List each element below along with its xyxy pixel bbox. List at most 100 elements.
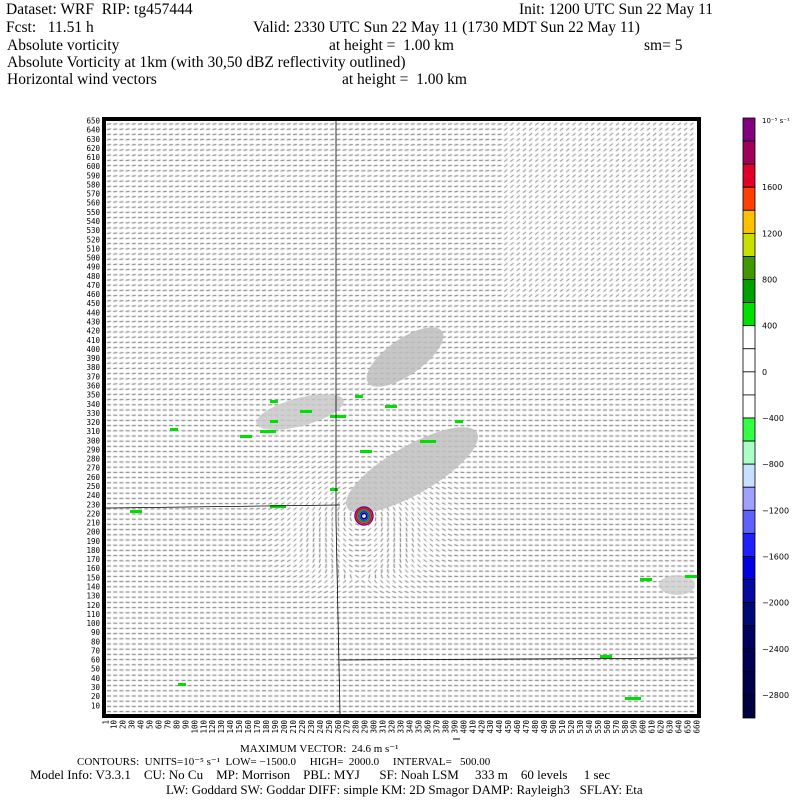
x-tick-label: 320	[388, 720, 397, 734]
positive-vorticity-patch	[385, 405, 397, 408]
x-tick-label: 190	[271, 720, 280, 734]
colorbar-swatch	[742, 625, 756, 650]
x-tick-label: 410	[468, 720, 477, 734]
y-tick-label: 20	[91, 692, 101, 701]
y-tick-label: 200	[86, 528, 100, 537]
y-tick-label: 390	[86, 354, 100, 363]
vortex-contour	[360, 512, 368, 520]
y-tick-label: 580	[86, 180, 100, 189]
colorbar-swatch	[742, 279, 756, 304]
positive-vorticity-patch	[260, 430, 276, 433]
positive-vorticity-patch	[420, 440, 436, 443]
positive-vorticity-patch	[330, 488, 338, 491]
y-tick-label: 70	[91, 646, 101, 655]
y-tick-label: 150	[86, 573, 100, 582]
x-tick-label: 330	[397, 720, 406, 734]
field3-height: at height = 1.00 km	[342, 71, 467, 88]
y-tick-label: 540	[86, 217, 100, 226]
colorbar-label: 0	[762, 368, 767, 377]
plot-frame	[102, 117, 701, 718]
x-tick-label: 340	[406, 720, 415, 734]
colorbar-swatch	[742, 209, 756, 234]
y-tick-label: 570	[86, 190, 100, 199]
positive-vorticity-patch	[455, 420, 463, 423]
max-vector-label: MAXIMUM VECTOR: 24.6 m s⁻¹	[240, 743, 399, 755]
y-tick-label: 650	[86, 117, 100, 126]
x-tick-label: 10	[110, 720, 119, 730]
y-tick-label: 560	[86, 199, 100, 208]
colorbar-swatch	[742, 463, 756, 488]
y-tick-label: 280	[86, 455, 100, 464]
colorbar-swatch	[742, 256, 756, 280]
x-tick-label: 570	[612, 720, 621, 734]
colorbar-label: −2800	[762, 691, 789, 700]
vortex-contour	[355, 507, 373, 525]
y-tick-label: 100	[86, 619, 100, 628]
y-tick-label: 120	[86, 601, 100, 610]
x-tick-label: 370	[432, 720, 441, 734]
y-tick-label: 510	[86, 244, 100, 253]
x-tick-label: 150	[235, 720, 244, 734]
colorbar-label: −1200	[762, 506, 789, 515]
x-tick-label: 630	[666, 720, 675, 734]
x-tick-label: 210	[289, 720, 298, 734]
x-tick-label: 80	[172, 720, 181, 730]
colorbar-swatch	[742, 302, 756, 327]
y-tick-label: 240	[86, 491, 100, 500]
field1-height: at height = 1.00 km	[329, 37, 454, 54]
x-tick-label: 130	[217, 720, 226, 734]
x-tick-label: 490	[540, 720, 549, 734]
colorbar-label: −1600	[762, 552, 789, 561]
x-tick-label: 170	[253, 720, 262, 734]
colorbar-swatch	[742, 394, 756, 419]
colorbar-swatch	[742, 186, 756, 211]
y-tick-label: 190	[86, 537, 100, 546]
y-tick-label: 360	[86, 381, 100, 390]
vorticity-plot: 1020304050607080901001101201301401501601…	[86, 117, 790, 740]
x-tick-label: 290	[361, 720, 370, 734]
field3-name: Horizontal wind vectors	[7, 71, 157, 88]
state-boundary-line	[339, 657, 698, 661]
init-time: Init: 1200 UTC Sun 22 May 11	[519, 1, 714, 18]
colorbar-label: 400	[762, 322, 777, 331]
x-tick-label: 610	[648, 720, 657, 734]
x-tick-label: 140	[226, 720, 235, 734]
y-tick-label: 260	[86, 473, 100, 482]
colorbar-swatch	[742, 509, 756, 534]
x-tick-label: 1	[102, 720, 111, 725]
positive-vorticity-patch	[330, 415, 346, 418]
y-tick-label: 330	[86, 409, 100, 418]
colorbar-swatch	[742, 556, 756, 580]
positive-vorticity-patch	[270, 420, 278, 423]
y-tick-label: 90	[91, 628, 101, 637]
positive-vorticity-patch	[360, 450, 372, 453]
colorbar-label: 1200	[762, 229, 782, 238]
y-tick-label: 170	[86, 555, 100, 564]
colorbar-swatch	[742, 648, 756, 673]
y-tick-label: 490	[86, 263, 100, 272]
colorbar-swatch	[742, 417, 756, 442]
y-tick-label: 80	[91, 637, 101, 646]
y-tick-label: 340	[86, 400, 100, 409]
y-tick-label: 300	[86, 436, 100, 445]
state-boundary-line	[335, 121, 341, 715]
x-tick-label: 580	[621, 720, 630, 734]
x-tick-label: 60	[154, 720, 163, 730]
colorbar-swatch	[742, 140, 756, 165]
y-tick-label: 220	[86, 509, 100, 518]
x-tick-label: 200	[280, 720, 289, 734]
dataset-label: Dataset: WRF RIP: tg457444	[6, 1, 193, 18]
x-tick-label: 530	[576, 720, 585, 734]
x-tick-label: 120	[208, 720, 217, 734]
positive-vorticity-patch	[625, 697, 641, 700]
positive-vorticity-patch	[240, 435, 252, 438]
positive-vorticity-patch	[640, 578, 652, 581]
x-tick-label: 360	[423, 720, 432, 734]
y-tick-label: 400	[86, 345, 100, 354]
colorbar-swatch	[742, 579, 756, 604]
colorbar-swatch	[742, 532, 756, 557]
valid-time: Valid: 2330 UTC Sun 22 May 11 (1730 MDT …	[253, 19, 640, 36]
y-tick-label: 50	[91, 665, 101, 674]
x-tick-label: 20	[119, 720, 128, 730]
x-tick-label: 40	[136, 720, 145, 730]
